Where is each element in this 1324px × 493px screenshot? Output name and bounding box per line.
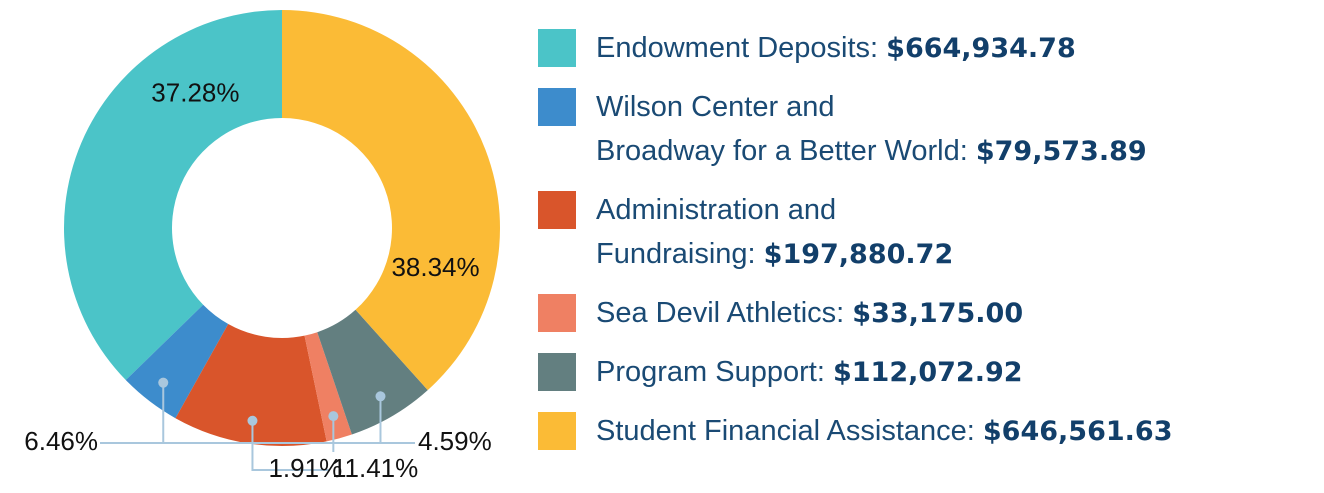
legend-amount: $79,573.89 (975, 136, 1147, 167)
leader-dot (247, 415, 258, 426)
value-label: 37.28% (151, 78, 239, 108)
legend-amount: $197,880.72 (763, 239, 954, 270)
leader-line (100, 396, 382, 444)
value-label: 11.41% (332, 453, 418, 483)
leader-dot (375, 391, 386, 402)
leader-dot (328, 411, 339, 422)
donut-slice (317, 309, 428, 435)
legend: Endowment Deposits: $664,934.78 Wilson Ce… (538, 26, 1172, 468)
donut-slice (175, 323, 327, 446)
legend-item: Administration and Fundraising: $197,880… (538, 188, 1172, 277)
legend-swatch (538, 294, 576, 332)
legend-label: Endowment Deposits: (596, 32, 879, 64)
value-label: 4.59% (418, 426, 492, 456)
leader-line (251, 420, 330, 471)
donut-slice (125, 304, 229, 419)
legend-amount: $112,072.92 (832, 357, 1023, 388)
legend-amount: $664,934.78 (886, 33, 1076, 64)
legend-label: Program Support: (596, 356, 825, 388)
legend-amount: $646,561.63 (982, 416, 1173, 447)
legend-label: Administration and Fundraising: (596, 194, 837, 270)
leader-dot (158, 377, 169, 388)
legend-item: Sea Devil Athletics: $33,175.00 (538, 291, 1172, 336)
legend-item: Student Financial Assistance: $646,561.6… (538, 409, 1172, 454)
chart: 37.28% 4.59%11.41%1.91% 6.46% 38.34% (24, 9, 501, 483)
legend-text: Endowment Deposits: $664,934.78 (596, 26, 1076, 71)
legend-swatch (538, 412, 576, 450)
legend-text: Student Financial Assistance: $646,561.6… (596, 409, 1172, 454)
value-label: 6.46% (24, 426, 98, 456)
donut-slice (282, 9, 501, 391)
value-label: 38.34% (391, 252, 479, 282)
legend-swatch (538, 353, 576, 391)
legend-label: Student Financial Assistance: (596, 415, 975, 447)
legend-swatch (538, 88, 576, 126)
legend-text: Wilson Center and Broadway for a Better … (596, 85, 1147, 174)
legend-item: Wilson Center and Broadway for a Better … (538, 85, 1172, 174)
value-label: 1.91% (268, 453, 342, 483)
donut-slice (304, 332, 352, 442)
legend-label: Sea Devil Athletics: (596, 297, 845, 329)
legend-text: Administration and Fundraising: $197,880… (596, 188, 953, 277)
legend-swatch (538, 29, 576, 67)
legend-item: Endowment Deposits: $664,934.78 (538, 26, 1172, 71)
donut-slice (64, 10, 282, 381)
legend-label: Wilson Center and Broadway for a Better … (596, 91, 968, 167)
legend-text: Program Support: $112,072.92 (596, 350, 1023, 395)
legend-item: Program Support: $112,072.92 (538, 350, 1172, 395)
legend-swatch (538, 191, 576, 229)
legend-amount: $33,175.00 (852, 298, 1024, 329)
legend-text: Sea Devil Athletics: $33,175.00 (596, 291, 1023, 336)
